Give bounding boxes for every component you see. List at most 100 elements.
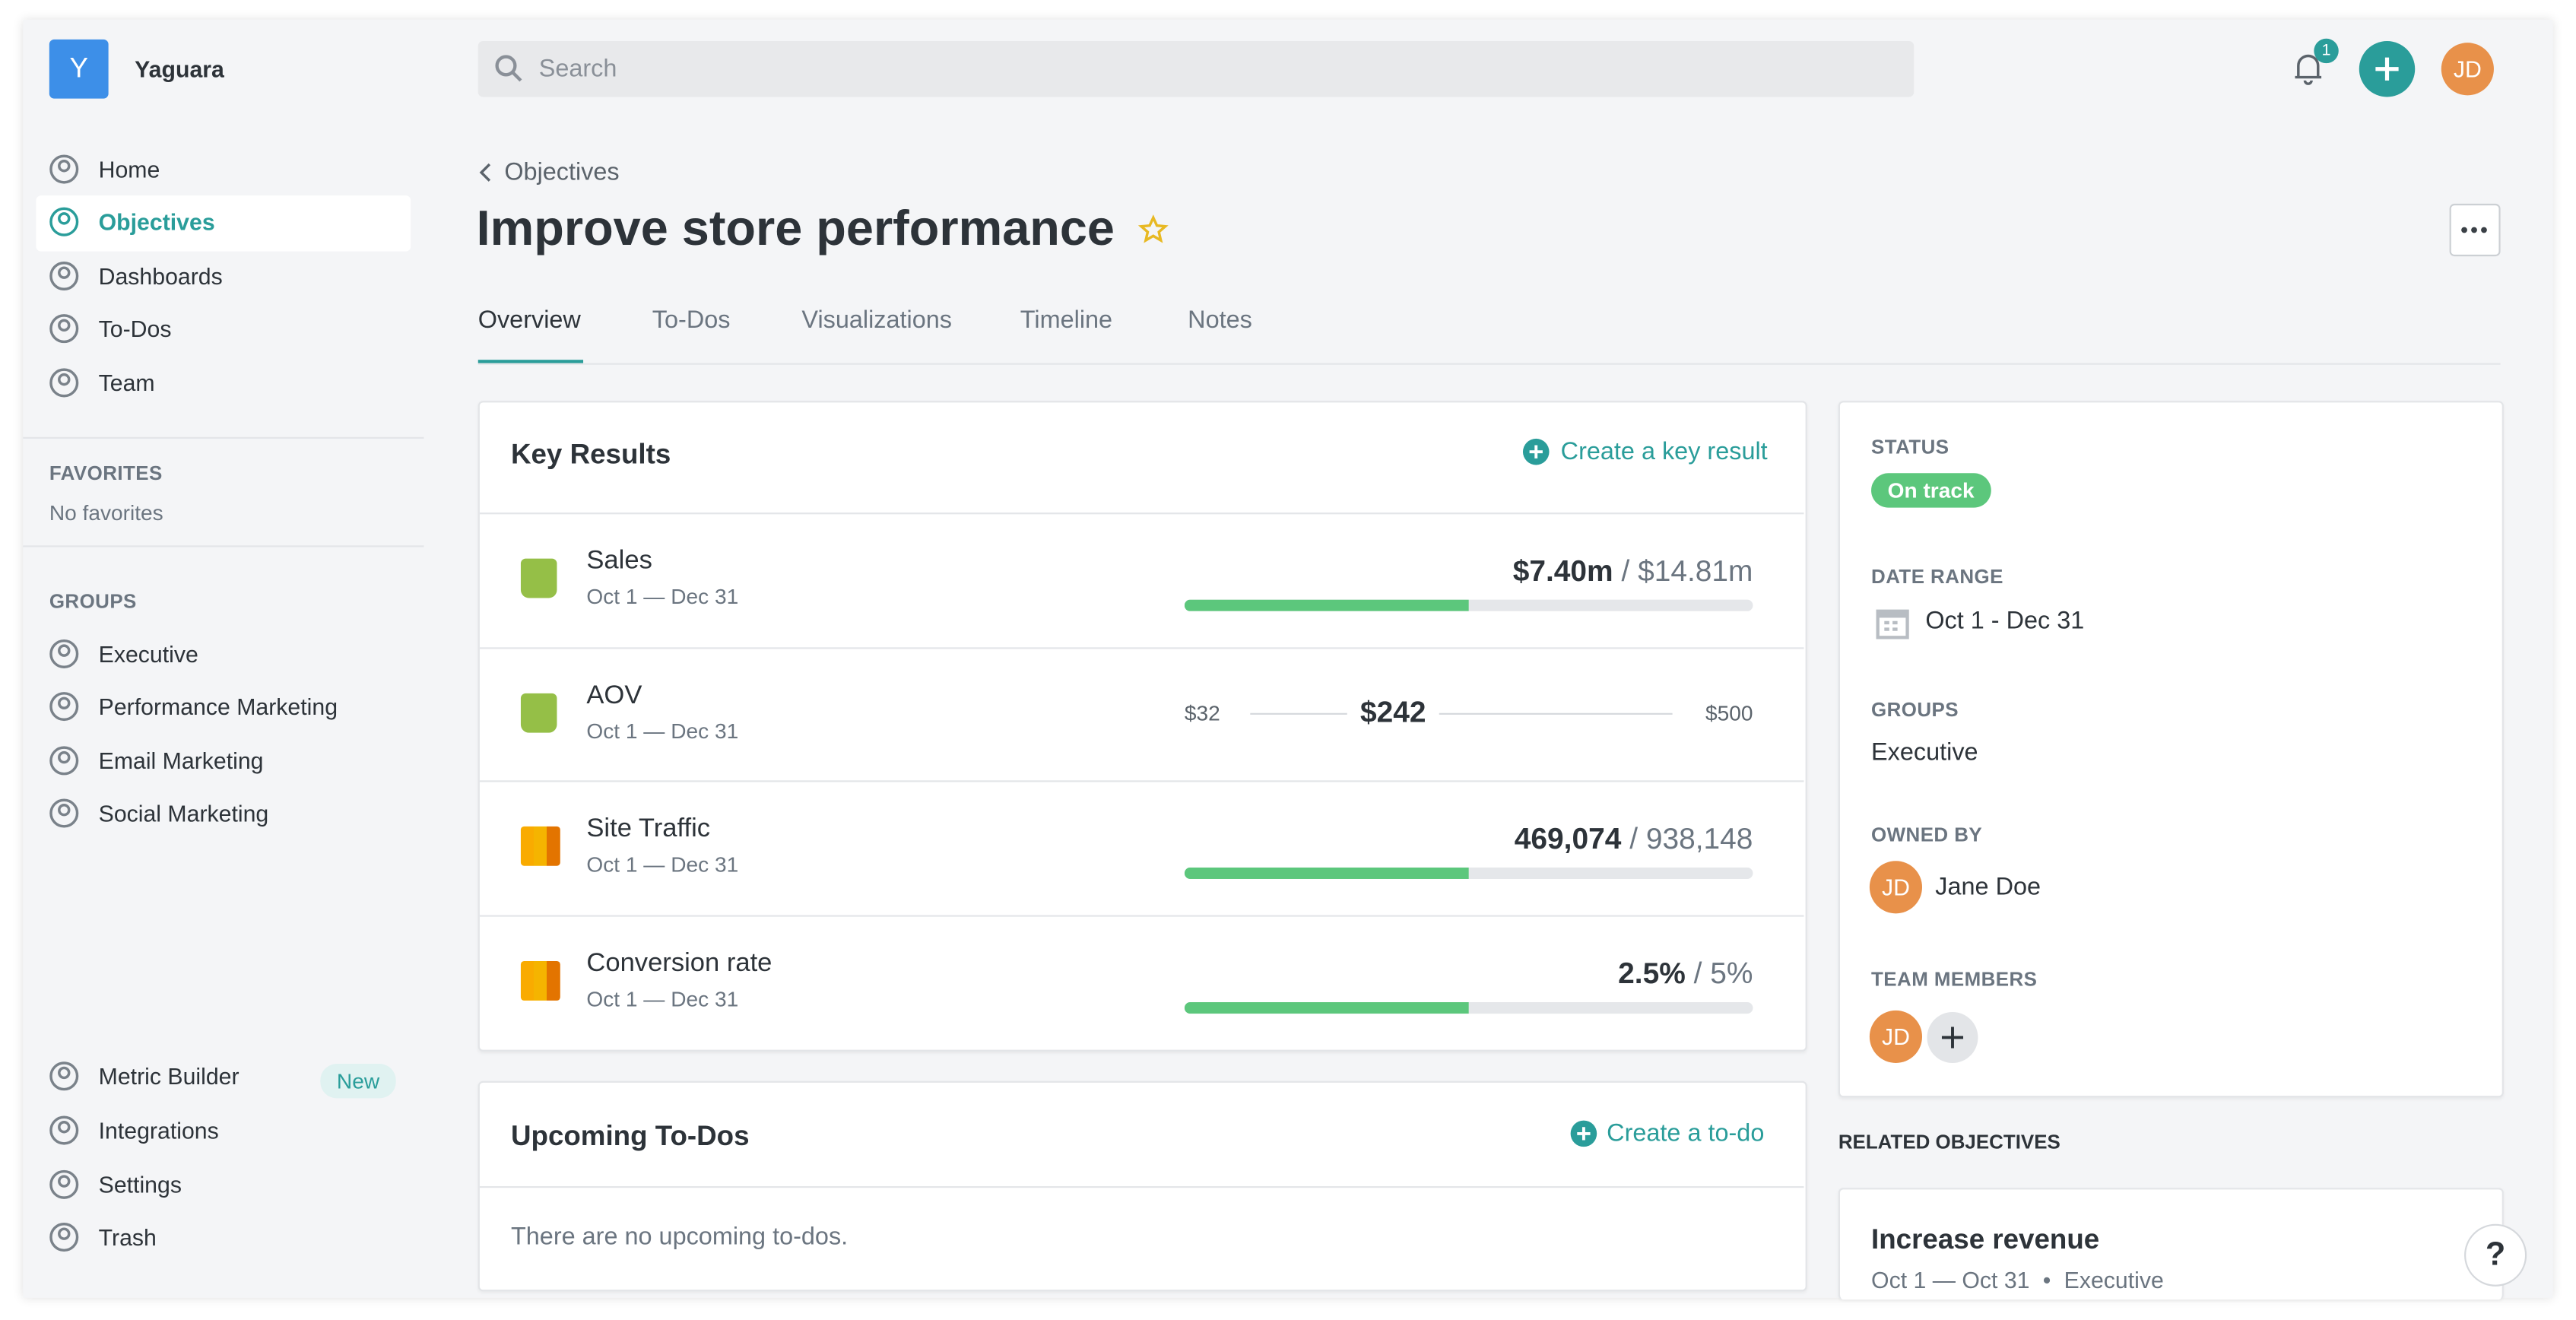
nav-item[interactable]: Integrations <box>98 1117 219 1144</box>
divider <box>23 545 424 547</box>
nav-item[interactable]: Trash <box>98 1223 157 1251</box>
kr-name[interactable]: AOV <box>586 681 642 709</box>
slider-line <box>1439 712 1673 714</box>
plus-icon <box>1941 1026 1964 1049</box>
empty-text: There are no upcoming to-dos. <box>510 1223 849 1252</box>
nav-item[interactable]: Objectives <box>98 208 215 235</box>
tab[interactable]: Overview <box>477 306 581 335</box>
kr-current: $7.40m <box>1512 554 1613 588</box>
create-link[interactable]: Create a key result <box>1560 437 1768 466</box>
field-label: TEAM MEMBERS <box>1871 967 2038 991</box>
field-value: Executive <box>1871 738 1978 766</box>
user-avatar[interactable]: JD <box>2441 43 2494 96</box>
dots <box>2461 227 2487 233</box>
slider-line <box>1250 712 1347 714</box>
kr-name[interactable]: Sales <box>586 547 652 576</box>
divider <box>479 780 1804 782</box>
related-meta: Oct 1 — Oct 31 • Executive <box>1871 1267 2164 1293</box>
related-title: Increase revenue <box>1871 1223 2100 1255</box>
kr-current: $242 <box>1360 694 1426 728</box>
kr-target: $14.81m <box>1638 554 1753 588</box>
help-button[interactable]: ? <box>2464 1223 2527 1287</box>
tab[interactable]: Timeline <box>1020 306 1113 335</box>
nav-icon <box>49 692 79 722</box>
breadcrumb[interactable]: Objectives <box>504 158 620 187</box>
group-item[interactable]: Performance Marketing <box>98 693 338 720</box>
kr-target: 5% <box>1710 956 1753 989</box>
related-dates: Oct 1 — Oct 31 <box>1871 1266 2030 1293</box>
kr-dates: Oct 1 — Dec 31 <box>586 852 739 877</box>
search-placeholder: Search <box>538 55 617 84</box>
kr-name[interactable]: Conversion rate <box>586 948 772 977</box>
nav-item[interactable]: Metric Builder <box>98 1062 240 1090</box>
field-value: Oct 1 - Dec 31 <box>1925 607 2085 636</box>
add-icon <box>1522 438 1550 465</box>
kr-current: 469,074 <box>1514 822 1622 855</box>
tab[interactable]: Visualizations <box>801 306 953 335</box>
logo[interactable]: Y <box>49 39 109 99</box>
source-icon <box>520 960 560 1000</box>
progress-fill <box>1184 599 1469 611</box>
kr-dates: Oct 1 — Dec 31 <box>586 584 739 609</box>
card-title: Upcoming To-Dos <box>510 1120 750 1152</box>
owner-name: Jane Doe <box>1935 873 2041 902</box>
field-label: STATUS <box>1871 435 1949 459</box>
nav-item[interactable]: Home <box>98 156 160 182</box>
divider <box>479 512 1804 515</box>
nav-item[interactable]: Team <box>98 370 155 396</box>
progress-fill <box>1184 867 1469 879</box>
nav-icon <box>49 798 79 828</box>
nav-item[interactable]: Dashboards <box>98 262 223 290</box>
section-title: RELATED OBJECTIVES <box>1838 1130 2060 1153</box>
kr-value: 469,074/938,148 <box>1515 822 1753 856</box>
group-item[interactable]: Social Marketing <box>98 800 269 827</box>
kr-separator: / <box>1621 554 1630 588</box>
nav-icon <box>49 1115 79 1145</box>
todos-card <box>477 1080 1807 1292</box>
nav-icon <box>49 261 79 291</box>
divider <box>479 646 1804 649</box>
divider <box>479 914 1804 916</box>
tab-border <box>477 363 2501 365</box>
kr-value: 2.5%/5% <box>1618 957 1753 991</box>
nav-icon <box>49 368 79 398</box>
bell[interactable] <box>2293 52 2323 85</box>
member-avatar: JD <box>1869 1010 1923 1063</box>
kr-max: $500 <box>1705 700 1753 725</box>
field-label: DATE RANGE <box>1871 565 2003 589</box>
badge: New <box>320 1064 396 1099</box>
owner-avatar: JD <box>1869 861 1923 914</box>
section-title: FAVORITES <box>49 462 163 485</box>
star[interactable] <box>1137 214 1169 245</box>
details-card <box>1838 401 2504 1098</box>
group-item[interactable]: Email Marketing <box>98 747 264 774</box>
kr-current: 2.5% <box>1618 956 1686 989</box>
tab[interactable]: Notes <box>1188 306 1252 335</box>
source-icon <box>520 558 557 598</box>
nav-item[interactable]: To-Dos <box>98 315 172 342</box>
kr-separator: / <box>1629 822 1639 855</box>
nav-item[interactable]: Settings <box>98 1171 182 1198</box>
plus-icon <box>2375 57 2399 81</box>
source-icon <box>520 826 560 866</box>
empty-text: No favorites <box>49 500 163 525</box>
related-group: Executive <box>2064 1266 2164 1293</box>
notification-count: 1 <box>2314 38 2339 64</box>
tab[interactable]: To-Dos <box>652 306 731 335</box>
nav-icon <box>49 746 79 776</box>
field-label: OWNED BY <box>1871 823 1983 846</box>
group-item[interactable]: Executive <box>98 640 198 668</box>
nav-icon <box>49 207 79 236</box>
search-bar[interactable] <box>477 41 1915 97</box>
card-title: Key Results <box>510 438 671 470</box>
chevron <box>479 163 491 182</box>
status-pill: On track <box>1871 473 1991 508</box>
divider <box>23 436 424 439</box>
kr-target: 938,148 <box>1645 822 1753 855</box>
page-title: Improve store performance <box>476 201 1115 257</box>
source-icon <box>520 692 557 732</box>
kr-name[interactable]: Site Traffic <box>586 814 711 843</box>
related-card[interactable] <box>1838 1188 2504 1300</box>
create-link[interactable]: Create a to-do <box>1607 1119 1765 1148</box>
